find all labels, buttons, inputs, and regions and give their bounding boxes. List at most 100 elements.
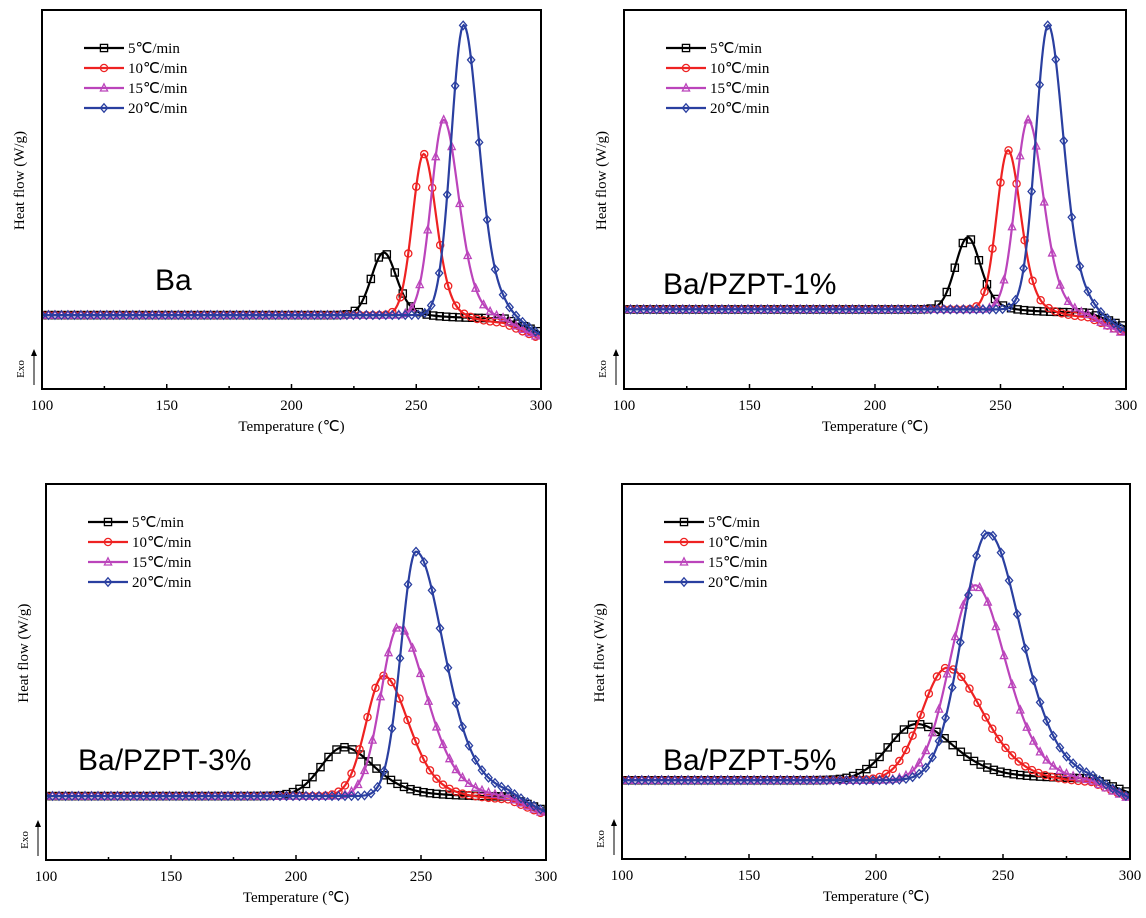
legend-entry: 10℃/min (708, 535, 768, 551)
data-point (269, 790, 278, 802)
legend: 5℃/min 10℃/min 15℃/min 20℃/min (88, 515, 192, 591)
data-point (624, 775, 634, 786)
legend-marker (681, 82, 691, 92)
data-point (382, 250, 392, 259)
legend-entry: 10℃/min (132, 535, 192, 551)
data-point (1015, 704, 1025, 714)
data-point (193, 309, 203, 321)
data-point (353, 778, 363, 789)
data-point (498, 289, 508, 300)
exo-label: Exo (597, 360, 609, 378)
data-point (510, 788, 519, 800)
data-point (1036, 295, 1045, 305)
data-point (1042, 754, 1052, 764)
legend-entry: 5℃/min (128, 41, 180, 57)
x-tick-label: 300 (530, 398, 553, 414)
data-point (491, 309, 502, 320)
legend-entry: 20℃/min (132, 575, 192, 591)
data-point (316, 762, 325, 772)
data-point (835, 775, 845, 786)
series-3 (624, 114, 1126, 336)
x-tick-label: 300 (1119, 868, 1142, 884)
data-point (490, 777, 500, 789)
legend-marker (679, 556, 689, 566)
data-point (455, 197, 465, 208)
data-point (948, 740, 957, 750)
data-point (466, 54, 476, 66)
data-point (1088, 770, 1098, 781)
data-point (439, 114, 449, 124)
x-tick-label: 200 (280, 398, 303, 414)
data-point (108, 309, 118, 321)
data-point (888, 774, 898, 786)
data-point (232, 309, 242, 321)
data-point (355, 309, 365, 321)
data-point (1088, 775, 1098, 785)
data-point (322, 309, 332, 321)
data-point (158, 790, 168, 802)
data-point (899, 725, 909, 734)
data-point (530, 330, 541, 340)
data-point (947, 682, 957, 693)
data-point (403, 715, 412, 725)
x-tick-label: 300 (1115, 398, 1138, 414)
data-point (529, 800, 539, 812)
data-point (847, 304, 857, 315)
data-point (355, 745, 364, 754)
data-point (624, 304, 629, 315)
data-point (988, 530, 998, 541)
data-point (511, 310, 521, 321)
data-point (374, 309, 384, 321)
data-point (426, 300, 436, 311)
data-point (358, 295, 368, 305)
data-point (471, 754, 480, 766)
data-point (324, 752, 333, 762)
data-point (459, 309, 469, 318)
legend-entry: 15℃/min (128, 81, 188, 97)
data-point (423, 695, 434, 705)
data-point (958, 599, 969, 609)
data-point (264, 309, 274, 321)
data-point (1035, 746, 1045, 756)
data-point (100, 790, 109, 802)
series-4 (46, 546, 546, 815)
data-point (347, 769, 356, 778)
series-line (624, 118, 1126, 336)
data-point (407, 309, 417, 321)
legend-marker (679, 517, 689, 527)
data-point (372, 764, 381, 773)
data-point (1035, 79, 1045, 90)
legend-marker (99, 63, 109, 73)
data-point (484, 772, 493, 783)
legend-marker (103, 517, 113, 527)
data-point (965, 684, 974, 693)
data-point (776, 775, 785, 786)
data-point (1015, 150, 1025, 160)
exo-arrowhead (613, 349, 619, 356)
data-point (939, 304, 949, 315)
data-point (957, 672, 966, 682)
data-point (93, 790, 103, 802)
data-point (1094, 778, 1105, 789)
data-point (996, 547, 1006, 558)
series-line (42, 23, 541, 337)
data-point (366, 274, 376, 284)
data-point (249, 790, 259, 802)
x-tick-label: 200 (285, 869, 308, 885)
data-point (942, 668, 952, 678)
data-point (1035, 697, 1045, 708)
data-point (238, 309, 248, 321)
data-point (321, 790, 330, 802)
data-point (206, 309, 216, 321)
data-point (1108, 783, 1118, 794)
data-point (425, 788, 435, 798)
data-point (756, 775, 766, 786)
data-point (750, 304, 759, 315)
data-point (1096, 316, 1106, 326)
dsc-panel-2: 100 150 200 250 300 Temperature (℃) Heat flow … (594, 9, 1138, 435)
data-point (1067, 212, 1077, 223)
data-point (921, 762, 931, 773)
data-point (63, 309, 73, 321)
data-point (932, 304, 942, 315)
data-point (171, 790, 181, 802)
